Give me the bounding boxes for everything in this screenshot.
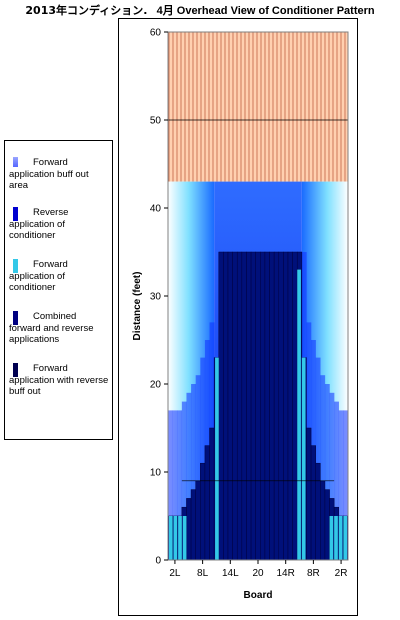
combined-bar-14L — [227, 251, 233, 561]
y-tick-label: 40 — [150, 204, 162, 215]
chart-title-prefix: 2013年コンディション. — [25, 4, 148, 17]
forward-strip-3L — [178, 516, 182, 560]
combined-bar-18L — [246, 251, 252, 561]
combined-bar-8L — [200, 462, 206, 561]
chart-title-main: 4月 Overhead View of Conditioner Pattern — [156, 5, 375, 17]
forward-strip-4L — [182, 516, 187, 560]
forward-strip-11R — [297, 269, 301, 560]
reverse-bar-6L — [191, 384, 196, 560]
forward-strip-1L — [168, 516, 173, 560]
legend-label: Forward application of conditioner — [9, 259, 68, 293]
combined-bar-12L — [218, 251, 224, 561]
forward-strip-10R — [301, 357, 306, 560]
combined-bar-16R — [273, 251, 280, 561]
combined-bar-15L — [232, 251, 238, 561]
y-tick-label: 30 — [150, 292, 162, 303]
chart-title: 2013年コンディション. 4月 Overhead View of Condit… — [0, 2, 400, 18]
combined-bar-6L — [190, 489, 196, 561]
x-tick-label: 14L — [222, 568, 239, 579]
combined-bar-13R — [287, 251, 293, 561]
reverse-bar-5L — [186, 392, 192, 560]
chart-legend: Forward application buff out area Reverse… — [4, 140, 113, 440]
combined-bar-5L — [186, 498, 192, 561]
reverse-bar-4R — [329, 392, 335, 560]
reverse-bar-2R — [338, 410, 344, 560]
y-tick-label: 20 — [150, 380, 162, 391]
forward-strip-1R — [343, 516, 348, 560]
reverse-bar-3R — [334, 401, 339, 560]
combined-bar-14R — [283, 251, 289, 561]
forward-strip-2L — [173, 516, 178, 560]
reverse-bar-2L — [172, 410, 178, 560]
x-tick-label: 8L — [197, 568, 209, 579]
combined-bar-16L — [236, 251, 243, 561]
forward-strip-11L — [215, 357, 219, 560]
legend-label: Combined forward and reverse application… — [9, 311, 94, 345]
pin-deck-area — [168, 32, 348, 182]
combined-bar-17R — [269, 251, 275, 561]
reverse-bar-8L — [200, 357, 206, 560]
combined-bar-15R — [278, 251, 284, 561]
forward-strip-2R — [338, 516, 343, 560]
combined-bar-12R — [292, 251, 298, 561]
combined-bar-7R — [315, 462, 321, 561]
x-tick-label: 2R — [335, 568, 348, 579]
forward-strip-4R — [329, 516, 334, 560]
combined-bar-6R — [320, 480, 326, 561]
legend-swatch — [13, 207, 18, 221]
legend-swatch — [13, 311, 18, 325]
y-tick-label: 10 — [150, 468, 162, 479]
combined-bar-10L — [209, 427, 215, 561]
combined-bar-13L — [223, 251, 229, 561]
y-axis-title: Distance (feet) — [132, 272, 143, 341]
combined-bar-17L — [241, 251, 247, 561]
forward-strip-3R — [334, 516, 338, 560]
combined-bar-7L — [195, 480, 201, 561]
legend-swatch — [13, 259, 18, 273]
reverse-bar-1L — [168, 410, 173, 560]
y-tick-label: 60 — [150, 28, 162, 39]
combined-bar-5R — [324, 489, 330, 561]
legend-swatch — [13, 363, 18, 377]
x-axis-title: Board — [244, 590, 273, 601]
legend-label: Forward application with reverse buff ou… — [9, 363, 109, 397]
reverse-bar-1R — [343, 410, 349, 560]
combined-bar-18R — [264, 251, 270, 561]
combined-bar-20 — [255, 251, 261, 561]
combined-bar-19L — [250, 251, 256, 561]
x-tick-label: 2L — [169, 568, 181, 579]
x-tick-label: 8R — [307, 568, 320, 579]
y-tick-label: 50 — [150, 116, 162, 127]
combined-bar-8R — [310, 445, 316, 561]
legend-label: Reverse application of conditioner — [9, 207, 69, 241]
combined-bar-19R — [260, 251, 266, 561]
combined-bar-9R — [306, 427, 312, 561]
x-tick-label: 20 — [252, 568, 264, 579]
legend-swatch — [13, 157, 18, 167]
legend-label: Forward application buff out area — [9, 157, 89, 191]
reverse-bar-7R — [315, 357, 321, 560]
y-tick-label: 0 — [155, 556, 161, 567]
reverse-bar-5R — [324, 384, 330, 560]
x-tick-label: 14R — [277, 568, 295, 579]
reverse-bar-3L — [177, 410, 183, 560]
reverse-bar-7L — [195, 375, 201, 560]
reverse-bar-6R — [320, 375, 326, 560]
combined-bar-9L — [204, 445, 210, 561]
